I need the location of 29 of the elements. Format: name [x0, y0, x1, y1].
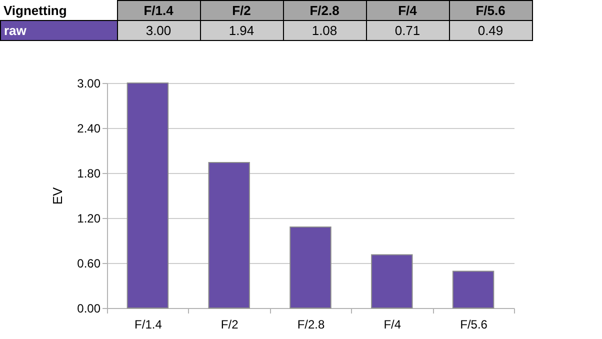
category-label: F/2 [232, 3, 251, 18]
text: raw [0, 20, 117, 40]
bar [208, 162, 250, 308]
category-label: F/1.4 [144, 3, 174, 18]
x-tick-label: F/1.4 [134, 318, 162, 332]
x-tick-label: F/2 [220, 318, 239, 332]
y-tick-label: 0.00 [77, 302, 101, 316]
category-label: F/2.8 [310, 3, 340, 18]
x-tick-label: F/5.6 [460, 318, 488, 332]
y-axis-title: EV [50, 187, 66, 205]
category-label: F/4 [398, 3, 417, 18]
category-label: F/5.6 [476, 3, 506, 18]
bar [126, 82, 169, 308]
data-label: 0.49 [449, 20, 532, 40]
y-tick-label: 3.00 [77, 76, 101, 90]
x-tick-label: F/4 [384, 318, 402, 332]
data-label: 3.00 [117, 20, 200, 40]
bar [290, 226, 332, 308]
data-label: 1.08 [283, 20, 366, 40]
chart-title: Vignetting [2, 2, 68, 20]
bar [371, 254, 413, 308]
y-tick-label: 0.60 [77, 256, 101, 270]
bar [452, 270, 494, 308]
data-label: 0.71 [366, 20, 449, 40]
y-tick-label: 2.40 [77, 122, 101, 136]
x-tick-label: F/2.8 [297, 318, 325, 332]
y-tick-label: 1.20 [77, 212, 101, 226]
data-label: 1.94 [200, 20, 283, 40]
y-tick-label: 1.80 [77, 166, 101, 180]
